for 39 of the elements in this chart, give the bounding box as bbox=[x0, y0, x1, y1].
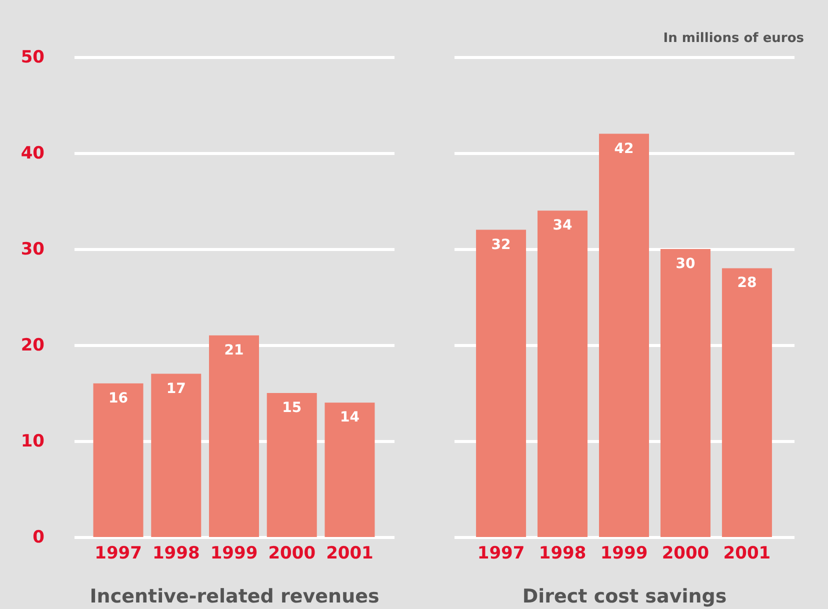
y-tick-label: 20 bbox=[20, 336, 45, 356]
data-label: 15 bbox=[282, 400, 302, 416]
x-tick-label: 1998 bbox=[538, 544, 586, 564]
data-label: 14 bbox=[340, 410, 360, 426]
data-label: 16 bbox=[108, 390, 128, 406]
bar bbox=[151, 374, 202, 537]
y-tick-label: 10 bbox=[20, 432, 45, 452]
x-tick-label: 2001 bbox=[723, 544, 771, 564]
y-tick-label: 30 bbox=[20, 240, 45, 260]
x-axis-title: Direct cost savings bbox=[522, 586, 727, 608]
x-tick-label: 1999 bbox=[600, 544, 648, 564]
x-tick-label: 1997 bbox=[94, 544, 142, 564]
x-axis-title: Incentive-related revenues bbox=[90, 586, 380, 608]
data-label: 28 bbox=[737, 275, 757, 292]
data-label: 30 bbox=[676, 256, 696, 272]
bar bbox=[266, 393, 317, 537]
bar bbox=[660, 249, 710, 537]
bar bbox=[538, 210, 588, 537]
data-label: 21 bbox=[224, 342, 244, 358]
data-label: 34 bbox=[552, 218, 573, 234]
bar bbox=[599, 134, 649, 537]
text: In millions of euros bbox=[663, 31, 804, 46]
bar bbox=[476, 230, 526, 537]
data-label: 17 bbox=[166, 380, 186, 397]
data-label: 32 bbox=[491, 236, 511, 253]
bar bbox=[722, 268, 772, 537]
x-tick-label: 2000 bbox=[662, 544, 710, 564]
bar bbox=[209, 335, 259, 537]
bar bbox=[93, 383, 144, 537]
x-tick-label: 1998 bbox=[152, 544, 200, 564]
y-tick-label: 50 bbox=[20, 48, 45, 68]
y-tick-label: 40 bbox=[20, 144, 45, 164]
bar bbox=[324, 402, 375, 537]
x-tick-label: 2000 bbox=[268, 544, 316, 564]
x-tick-label: 1999 bbox=[210, 544, 258, 564]
data-label: 42 bbox=[614, 140, 634, 157]
x-tick-label: 1997 bbox=[477, 544, 525, 564]
y-tick-label: 0 bbox=[32, 528, 45, 548]
x-tick-label: 2001 bbox=[326, 544, 374, 564]
